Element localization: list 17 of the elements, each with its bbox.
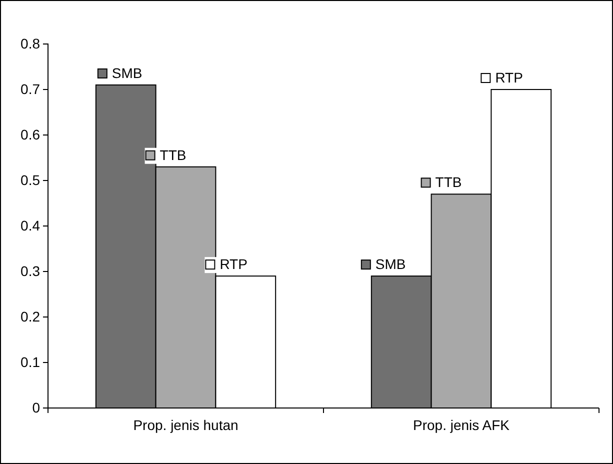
y-tick-label: 0.5 <box>20 172 40 188</box>
legend-label: RTP <box>220 256 248 272</box>
legend-label: SMB <box>375 256 406 272</box>
y-tick-label: 0.4 <box>20 217 40 234</box>
text: TTB <box>160 146 186 163</box>
y-tick-label: 0.1 <box>20 354 40 370</box>
x-tick-label: Prop. jenis AFK <box>413 416 510 433</box>
legend-label: TTB <box>435 174 462 190</box>
y-tick-label: 0.3 <box>20 262 40 279</box>
x-tick-label: Prop. jenis hutan <box>133 416 238 433</box>
y-tick-label: 0 <box>32 399 40 416</box>
y-tick-label: 0.6 <box>20 126 40 142</box>
y-tick-label: 0.8 <box>20 35 40 52</box>
text: SMB <box>112 64 142 81</box>
text: RTP <box>495 70 523 86</box>
y-tick-label: 0.7 <box>20 80 40 97</box>
y-tick-label: 0.2 <box>20 308 40 324</box>
